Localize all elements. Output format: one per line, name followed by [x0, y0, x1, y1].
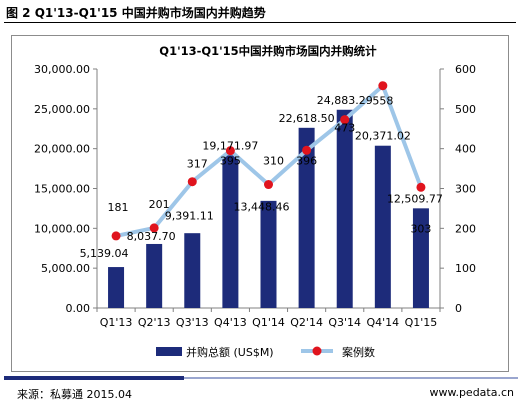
bar [108, 267, 125, 308]
title-rule [4, 22, 516, 23]
bar [146, 243, 163, 308]
bar-value-label: 24,883.29 [317, 94, 373, 107]
source-note: 来源：私募通 2015.04 [17, 388, 132, 401]
bar-value-label: 5,139.04 [80, 247, 129, 260]
y-right-tick-label: 0 [455, 302, 462, 315]
bar-value-label: 9,391.11 [165, 210, 214, 223]
figure-title: 图 2 Q1'13-Q1'15 中国并购市场国内并购趋势 [6, 6, 266, 20]
legend-label-line: 案例数 [342, 345, 375, 359]
bar [298, 127, 315, 309]
legend-label-bar: 并购总额 (US$M) [186, 345, 274, 359]
line-point [111, 231, 121, 241]
bar [260, 200, 277, 308]
data-labels: 5,139.04 8,037.70 9,391.11 19,171.97 13,448.… [80, 94, 443, 260]
bar-series [108, 109, 429, 309]
bar-value-label: 19,171.97 [202, 139, 258, 152]
line-point [225, 146, 235, 156]
line-value-label: 396 [296, 154, 317, 167]
x-tick-label: Q2'14 [290, 316, 323, 329]
line-value-label: 201 [149, 198, 170, 211]
line-value-label: 558 [372, 95, 393, 108]
chart-title: Q1'13-Q1'15中国并购市场国内并购统计 [159, 44, 377, 58]
line-point [264, 180, 273, 190]
bar [222, 155, 239, 308]
chart-axes: 0.00 5,000.00 10,000.00 15,000.00 20,000.00 2… [34, 63, 476, 329]
line-value-label: 317 [187, 158, 208, 171]
y-right-tick-label: 200 [455, 222, 476, 235]
y-left-tick-label: 15,000.00 [34, 183, 90, 196]
line-point [149, 223, 159, 233]
line-point [340, 115, 350, 125]
line-value-label: 310 [263, 155, 284, 168]
bar-value-label: 8,037.70 [127, 230, 176, 243]
bar [374, 145, 391, 308]
line-point [187, 177, 197, 187]
y-right-tick-label: 100 [455, 262, 476, 275]
x-tick-label: Q3'13 [176, 316, 209, 329]
x-tick-label: Q1'14 [252, 316, 285, 329]
bar [184, 233, 201, 308]
line-series [111, 81, 426, 241]
line-point [302, 145, 312, 155]
line-value-label: 181 [108, 201, 129, 214]
line-point [416, 182, 426, 192]
y-left-tick-label: 20,000.00 [34, 143, 90, 156]
y-right-tick-label: 500 [455, 103, 476, 116]
legend: 并购总额 (US$M) 案例数 [156, 345, 375, 359]
website-link[interactable]: www.pedata.cn [429, 386, 514, 399]
x-tick-label: Q1'15 [405, 316, 438, 329]
line-value-label: 395 [220, 155, 241, 168]
bar [412, 208, 429, 308]
x-tick-label: Q2'13 [138, 316, 171, 329]
footer-rule-light [184, 377, 518, 379]
bar-value-label: 20,371.02 [355, 130, 411, 143]
y-right-tick-label: 600 [455, 63, 476, 76]
bar-value-label: 22,618.50 [279, 112, 335, 125]
y-right-tick-label: 400 [455, 143, 476, 156]
chart-frame [11, 35, 509, 372]
y-left-tick-label: 30,000.00 [34, 63, 90, 76]
legend-swatch-marker [312, 346, 322, 356]
line-point [378, 81, 388, 91]
bar-value-label: 13,448.46 [234, 201, 290, 214]
y-left-tick-label: 5,000.00 [41, 262, 90, 275]
y-right-tick-label: 300 [455, 183, 476, 196]
x-tick-label: Q4'14 [366, 316, 399, 329]
x-tick-label: Q3'14 [328, 316, 361, 329]
line-value-label: 303 [410, 222, 431, 235]
y-left-tick-label: 10,000.00 [34, 222, 90, 235]
y-left-tick-label: 25,000.00 [34, 103, 90, 116]
bar-value-label: 12,509.77 [387, 192, 443, 205]
line-value-label: 473 [334, 122, 355, 135]
x-tick-label: Q1'13 [100, 316, 133, 329]
x-tick-label: Q4'13 [214, 316, 247, 329]
legend-swatch-bar [156, 347, 182, 356]
y-left-tick-label: 0.00 [66, 302, 91, 315]
footer-rule-dark [4, 376, 184, 380]
bar [336, 109, 353, 308]
